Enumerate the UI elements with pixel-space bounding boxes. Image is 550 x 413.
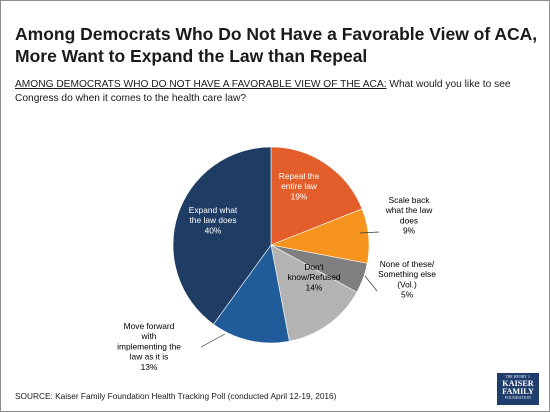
slice-label-1: Scale back what the law does 9% [385, 195, 434, 236]
survey-question-text: What would you like to see Congress do w… [15, 79, 511, 104]
slice-category-label-2: None of these/ [380, 259, 435, 269]
slice-category-label-4: with [141, 331, 157, 341]
chart-title-line-2: More Want to Expand the Law than Repeal [15, 46, 368, 66]
pie-slice-5 [172, 146, 272, 325]
slice-category-label-1: Scale back [389, 195, 431, 205]
survey-question-label: AMONG DEMOCRATS WHO DO NOT HAVE A FAVORA… [15, 79, 387, 90]
slice-category-label-1: what the law [385, 205, 434, 215]
slice-label-0: Repeal the entire law 19% [279, 171, 320, 201]
leader-line-1 [359, 231, 380, 234]
leader-line-2 [364, 275, 378, 292]
pie-slice-4 [212, 244, 290, 344]
slice-label-4: Move forward with implementing the law as i… [117, 321, 181, 372]
slice-category-label-4: law as it is [130, 352, 169, 362]
logo-line-1: THE HENRY J. [505, 375, 531, 379]
slice-category-label-4: Move forward [124, 321, 175, 331]
slice-value-label-0: 19% [291, 191, 308, 201]
slice-category-label-0: Repeal the [279, 171, 320, 181]
logo-line-4: FOUNDATION [504, 396, 532, 400]
chart-title: Among Democrats Who Do Not Have a Favora… [15, 23, 540, 67]
kff-logo: THE HENRY J. KAISER FAMILY FOUNDATION [497, 373, 539, 405]
slice-value-label-1: 9% [403, 226, 416, 236]
slice-label-3: Don't know/Refused 14% [287, 262, 340, 292]
logo-line-2: KAISER [502, 379, 534, 388]
slice-label-5: Expand what the law does 40% [189, 205, 238, 235]
slice-value-label-4: 13% [141, 362, 158, 372]
slice-category-label-3: know/Refused [287, 272, 340, 282]
slice-value-label-5: 40% [205, 225, 222, 235]
pie-slice-0 [270, 146, 363, 246]
slice-category-label-5: Expand what [189, 205, 238, 215]
slice-category-label-2: (Vol.) [397, 279, 417, 289]
slice-label-2: None of these/Something else (Vol.) 5% [378, 259, 436, 300]
chart-title-line-1: Among Democrats Who Do Not Have a Favora… [15, 24, 538, 44]
slice-value-label-3: 14% [306, 282, 323, 292]
slice-category-label-1: does [400, 215, 418, 225]
slice-value-label-2: 5% [401, 290, 414, 300]
slice-category-label-0: entire law [281, 181, 318, 191]
pie-slice-3 [270, 244, 358, 342]
survey-question: AMONG DEMOCRATS WHO DO NOT HAVE A FAVORA… [15, 78, 535, 105]
leader-line-4 [200, 333, 226, 348]
slice-category-label-4: implementing the [117, 341, 181, 351]
logo-line-3: FAMILY [502, 387, 534, 396]
slice-category-label-2: Something else [378, 269, 436, 279]
slice-category-label-3: Don't [304, 262, 324, 272]
source-note: SOURCE: Kaiser Family Foundation Health … [15, 391, 337, 401]
slice-category-label-5: the law does [189, 215, 236, 225]
